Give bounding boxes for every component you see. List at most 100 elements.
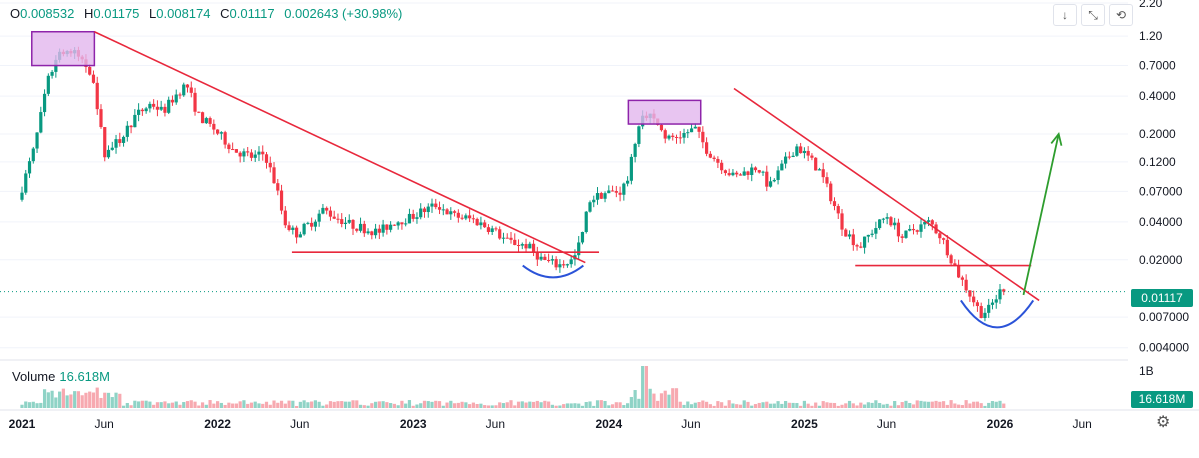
candle-body	[569, 259, 573, 265]
volume-bar	[253, 401, 257, 408]
volume-bar	[787, 402, 791, 408]
candle-body	[99, 109, 103, 128]
candle-body	[972, 296, 976, 303]
candle-body	[475, 218, 479, 226]
candle-body	[987, 304, 991, 313]
candle-body	[306, 222, 310, 224]
volume-bar	[960, 405, 964, 408]
candle-body	[31, 148, 35, 162]
volume-bar	[110, 397, 114, 408]
arrow-down-icon[interactable]: ↓	[1053, 4, 1077, 26]
candle-body	[783, 156, 788, 164]
candle-body	[866, 234, 870, 237]
volume-bar	[550, 404, 554, 408]
candle-body	[373, 228, 378, 236]
candle-body	[949, 255, 953, 264]
volume-bar	[24, 401, 28, 408]
volume-bar	[667, 394, 671, 408]
volume-bar	[900, 402, 904, 408]
candle-body	[964, 279, 968, 291]
volume-bar	[697, 401, 701, 408]
volume-bar	[287, 400, 291, 408]
volume-bar	[524, 402, 528, 408]
candle-body	[50, 71, 54, 76]
candle-body	[268, 162, 272, 168]
reset-chart-icon[interactable]: ⟲	[1109, 4, 1133, 26]
candle-body	[437, 207, 442, 210]
highlight-box	[627, 99, 702, 125]
candle-body	[607, 190, 611, 194]
volume-bar	[422, 400, 427, 408]
candle-body	[806, 150, 810, 156]
candle-body	[468, 215, 472, 219]
settings-gear-icon[interactable]: ⚙	[1156, 414, 1171, 431]
time-tick-label: 2025	[791, 417, 818, 431]
volume-bar	[915, 400, 919, 408]
volume-bar	[990, 401, 995, 408]
volume-bar	[663, 390, 667, 408]
volume-bar	[471, 402, 475, 408]
candle-body	[486, 227, 491, 232]
candle-body	[878, 219, 882, 229]
candle-body	[163, 106, 167, 113]
candle-body	[490, 228, 494, 232]
volume-bar	[302, 400, 306, 408]
candle-body	[979, 306, 983, 319]
volume-bar	[358, 404, 363, 408]
candle-body	[768, 181, 773, 187]
candle-body	[325, 207, 329, 211]
volume-bar	[934, 400, 938, 408]
time-tick-label: Jun	[1072, 417, 1091, 431]
volume-axis-label: 1B	[1139, 364, 1154, 378]
candle-body	[957, 266, 961, 278]
volume-bar	[114, 392, 118, 408]
volume-bar	[659, 393, 664, 408]
candle-body	[915, 230, 919, 232]
volume-bar	[223, 404, 227, 408]
candle-body	[178, 94, 182, 96]
volume-bar	[441, 405, 445, 408]
volume-bar	[531, 401, 536, 408]
candle-body	[577, 242, 581, 256]
volume-bar	[832, 402, 837, 408]
candle-body	[881, 218, 885, 220]
price-tick-label: 0.2000	[1139, 127, 1176, 141]
volume-bar	[362, 405, 366, 408]
volume-bar	[208, 400, 212, 408]
candle-body	[144, 108, 148, 112]
time-tick-label: 2021	[9, 417, 36, 431]
candle-body	[693, 126, 697, 129]
volume-bar	[434, 400, 438, 408]
candle-body	[46, 75, 50, 94]
volume-bar	[554, 405, 558, 408]
volume-bar	[234, 403, 239, 408]
candle-body	[272, 167, 276, 184]
candle-body	[137, 109, 141, 115]
cup-curve	[522, 264, 584, 279]
volume-bar	[27, 402, 32, 408]
collapse-icon[interactable]: ⤡	[1081, 4, 1105, 26]
candle-body	[975, 302, 980, 307]
volume-bar	[919, 400, 923, 408]
volume-bar	[317, 401, 321, 408]
volume-bar	[148, 401, 152, 408]
candle-body	[238, 152, 242, 157]
volume-bar	[88, 391, 92, 408]
candle-body	[859, 246, 863, 248]
candle-body	[682, 132, 686, 138]
volume-bar	[501, 403, 506, 408]
candle-body	[735, 172, 739, 175]
candle-body	[170, 99, 175, 103]
volume-bar	[370, 403, 374, 408]
candle-body	[746, 171, 750, 175]
volume-bar	[486, 405, 491, 408]
volume-bar	[780, 403, 784, 408]
highlight-box	[31, 30, 96, 67]
volume-bar	[449, 400, 453, 408]
volume-bar	[31, 401, 35, 408]
volume-bar	[426, 401, 430, 408]
candle-body	[193, 92, 197, 112]
candle-body	[817, 169, 822, 171]
volume-bar	[941, 401, 946, 408]
candle-body	[938, 233, 942, 239]
